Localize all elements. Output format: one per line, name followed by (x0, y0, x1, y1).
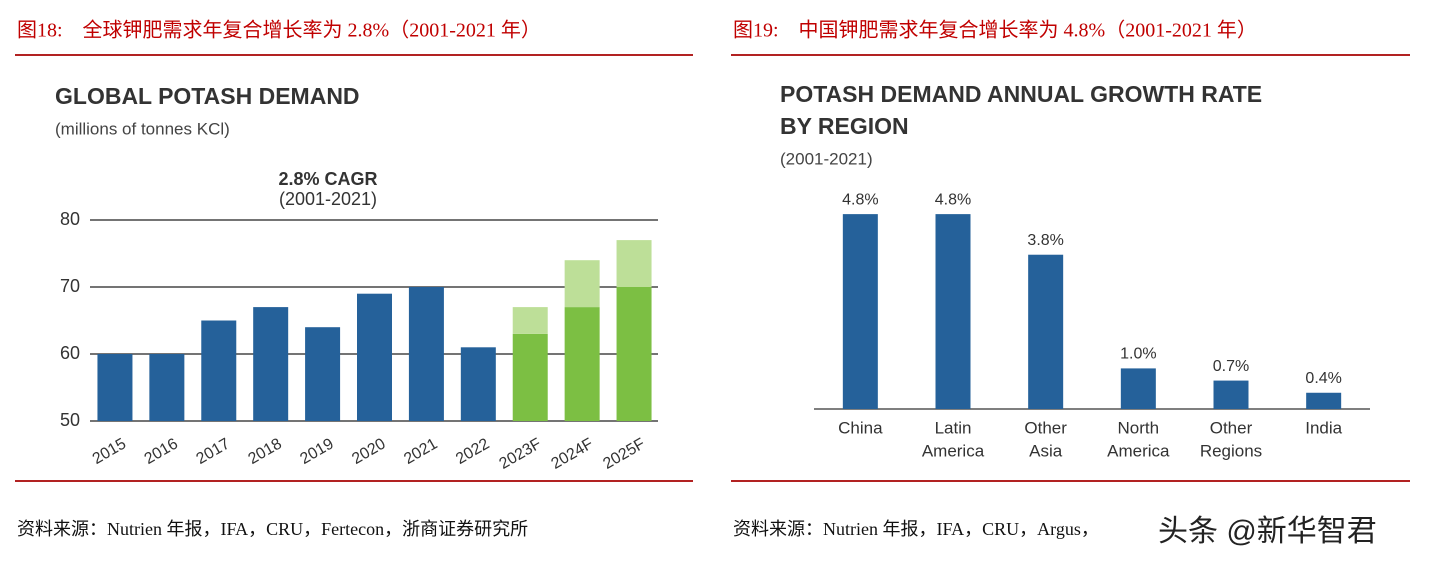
bar-segment (616, 240, 652, 287)
bar-segment (253, 307, 289, 421)
chart-subtitle: (millions of tonnes KCl) (55, 119, 230, 138)
x-tick-label: 2021 (401, 435, 440, 468)
x-tick-label: 2023F (497, 435, 545, 473)
x-tick-label: Latin (935, 418, 972, 437)
data-label: 3.8% (1027, 232, 1063, 249)
bar (1028, 254, 1064, 409)
chart-title: GLOBAL POTASH DEMAND (55, 83, 360, 109)
bar-segment (564, 307, 600, 421)
bar-segment (97, 354, 133, 421)
bar-segment (564, 260, 600, 308)
x-tick-label: 2015 (90, 435, 129, 468)
x-tick-label: 2020 (349, 435, 388, 468)
bar-segment (512, 333, 548, 421)
chart-title: POTASH DEMAND ANNUAL GROWTH RATE (780, 81, 1262, 107)
x-tick-label: China (838, 418, 883, 437)
x-tick-label: 2017 (194, 435, 233, 468)
bar (1306, 392, 1342, 409)
y-tick-label: 70 (60, 276, 80, 296)
x-tick-label: 2019 (297, 435, 336, 468)
figure-caption: 图19: 中国钾肥需求年复合增长率为 4.8%（2001-2021 年） (733, 19, 1257, 42)
bar-segment (512, 307, 548, 334)
bar-segment (305, 327, 341, 421)
data-label: 1.0% (1120, 346, 1156, 363)
bar-segment (408, 287, 444, 421)
bar-segment (357, 293, 392, 421)
bar (935, 214, 971, 409)
x-tick-label: Other (1210, 418, 1253, 437)
x-tick-label: 2025F (600, 435, 648, 473)
x-tick-label: Regions (1200, 441, 1262, 460)
figure-caption: 图18: 全球钾肥需求年复合增长率为 2.8%（2001-2021 年） (17, 19, 541, 42)
bar-segment (201, 320, 237, 421)
x-tick-label: 2024F (548, 435, 596, 473)
bar-segment (616, 287, 652, 421)
x-tick-label: 2018 (245, 435, 284, 468)
watermark: 头条 @新华智君 (1158, 515, 1377, 548)
x-tick-label: North (1118, 418, 1160, 437)
x-tick-label: 2022 (453, 435, 492, 468)
x-tick-label: America (1107, 441, 1170, 460)
bar-segment (460, 347, 496, 421)
y-tick-label: 50 (60, 410, 80, 430)
data-label: 4.8% (842, 191, 878, 208)
x-tick-label: India (1305, 418, 1342, 437)
x-tick-label: 2016 (142, 435, 181, 468)
source-note: 资料来源：Nutrien 年报，IFA，CRU，Argus， (733, 519, 1099, 539)
bar (1213, 380, 1249, 409)
annotation: (2001-2021) (279, 189, 377, 209)
bar (1120, 368, 1156, 409)
annotation: 2.8% CAGR (278, 169, 377, 189)
chart-subtitle: (2001-2021) (780, 149, 873, 168)
x-tick-label: Other (1024, 418, 1067, 437)
y-tick-label: 80 (60, 209, 80, 229)
x-tick-label: Asia (1029, 441, 1063, 460)
data-label: 0.7% (1213, 358, 1249, 375)
chart-title: BY REGION (780, 113, 909, 139)
x-tick-label: America (922, 441, 985, 460)
bar-segment (149, 354, 185, 421)
data-label: 0.4% (1305, 370, 1341, 387)
y-tick-label: 60 (60, 343, 80, 363)
source-note: 资料来源：Nutrien 年报，IFA，CRU，Fertecon，浙商证券研究所 (17, 519, 528, 539)
data-label: 4.8% (935, 191, 971, 208)
bar (842, 214, 878, 409)
